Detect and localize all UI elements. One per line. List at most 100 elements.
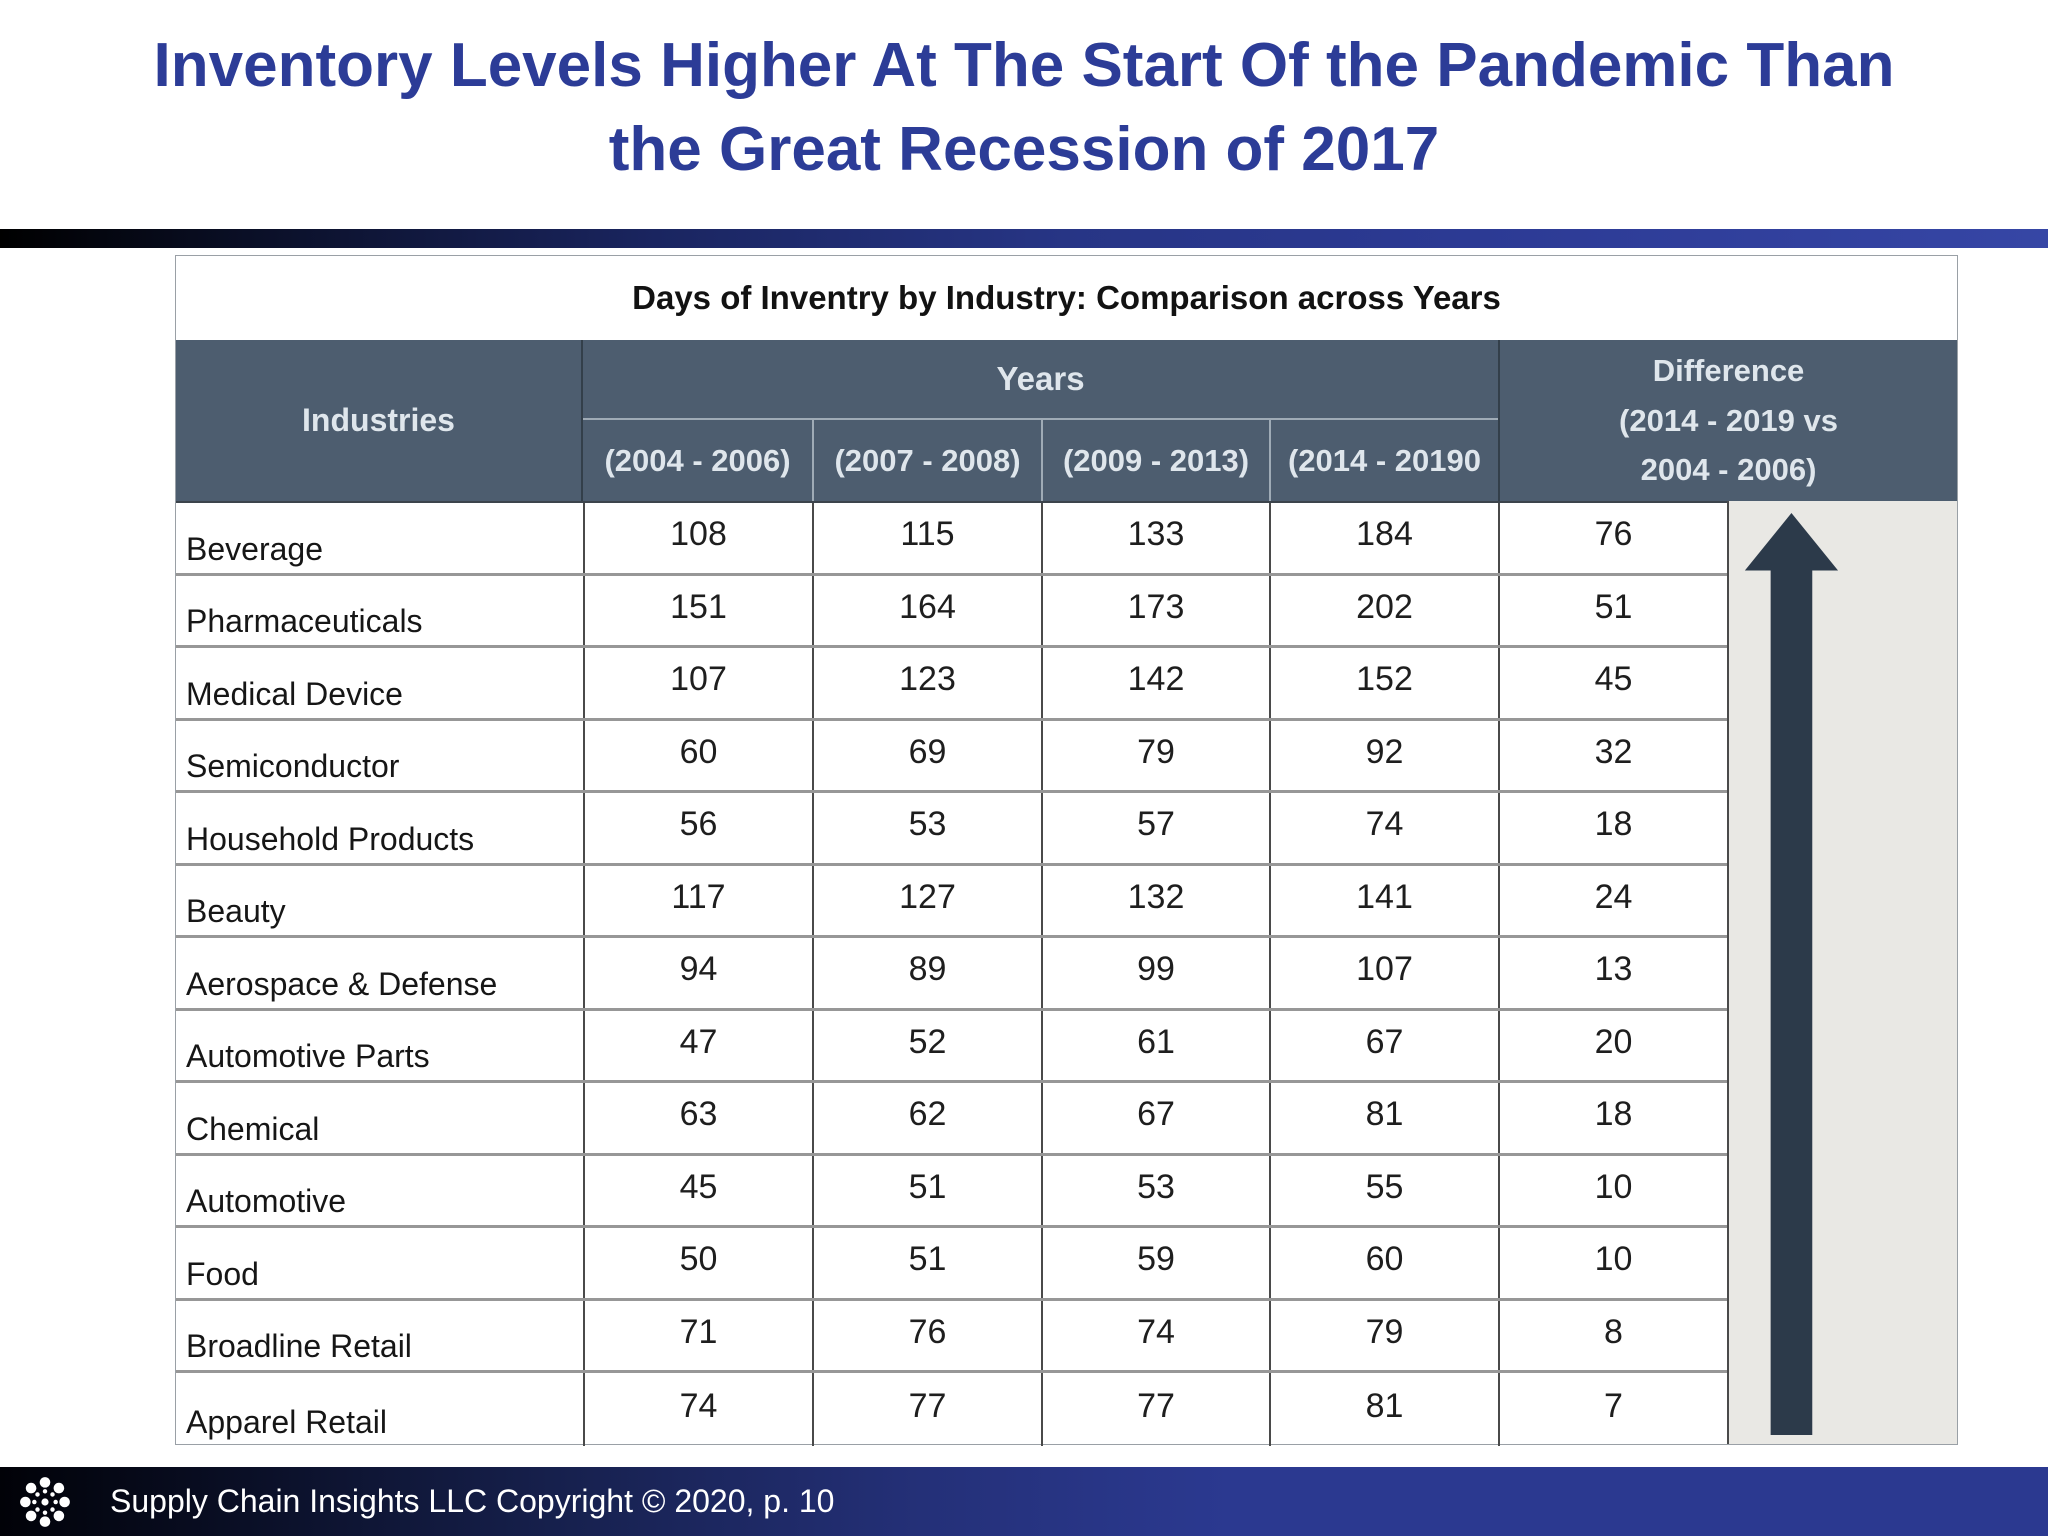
header-difference-line1: Difference (1652, 353, 1805, 389)
value-cell: 45 (583, 1155, 812, 1225)
value-cell: 79 (1041, 720, 1269, 790)
value-cell: 133 (1041, 503, 1269, 573)
value-cell: 89 (812, 938, 1041, 1008)
industry-cell: Medical Device (186, 675, 403, 712)
value-cell: 61 (1041, 1010, 1269, 1080)
value-cell: 77 (1041, 1373, 1269, 1446)
value-cell: 81 (1269, 1083, 1498, 1153)
value-cell: 79 (1269, 1300, 1498, 1370)
value-cell: 173 (1041, 575, 1269, 645)
value-cell: 47 (583, 1010, 812, 1080)
value-cell: 56 (583, 793, 812, 863)
difference-cell: 10 (1498, 1155, 1727, 1225)
value-cell: 62 (812, 1083, 1041, 1153)
difference-cell: 8 (1498, 1300, 1727, 1370)
value-cell: 51 (812, 1155, 1041, 1225)
value-cell: 202 (1269, 575, 1498, 645)
value-cell: 141 (1269, 865, 1498, 935)
difference-cell: 18 (1498, 793, 1727, 863)
table-row: Food 50 51 59 60 10 (176, 1228, 1957, 1301)
value-cell: 52 (812, 1010, 1041, 1080)
table-header: Industries Years (2004 - 2006) (2007 - 2… (176, 340, 1957, 503)
inventory-table: Days of Inventry by Industry: Comparison… (175, 255, 1958, 1446)
value-cell: 94 (583, 938, 812, 1008)
value-cell: 132 (1041, 865, 1269, 935)
page-title-line1: Inventory Levels Higher At The Start Of … (153, 31, 1895, 100)
value-cell: 63 (583, 1083, 812, 1153)
table-body: Beverage 108 115 133 184 76 Pharmaceuticals 151… (176, 503, 1957, 1446)
header-year-col-2014-2019: (2014 - 20190 (1269, 418, 1498, 501)
table-row: Chemical 63 62 67 81 18 (176, 1083, 1957, 1156)
value-cell: 60 (1269, 1228, 1498, 1298)
value-cell: 81 (1269, 1373, 1498, 1446)
header-year-col-2007-2008: (2007 - 2008) (812, 418, 1041, 501)
industry-cell: Beverage (186, 530, 323, 567)
header-difference-line2: (2014 - 2019 vs (1619, 402, 1838, 438)
industry-cell: Automotive (186, 1183, 347, 1219)
difference-cell: 7 (1498, 1373, 1727, 1446)
value-cell: 51 (812, 1228, 1041, 1298)
industry-cell: Household Products (186, 820, 475, 857)
table-row: Aerospace & Defense 94 89 99 107 13 (176, 938, 1957, 1011)
value-cell: 74 (1269, 793, 1498, 863)
header-year-col-2009-2013: (2009 - 2013) (1041, 418, 1269, 501)
value-cell: 71 (583, 1300, 812, 1370)
value-cell: 115 (812, 503, 1041, 573)
footer-text: Supply Chain Insights LLC Copyright © 20… (110, 1483, 835, 1519)
industry-cell: Apparel Retail (186, 1403, 387, 1440)
table-row: Beverage 108 115 133 184 76 (176, 503, 1957, 576)
header-industries: Industries (176, 340, 583, 501)
industry-cell: Automotive Parts (186, 1038, 430, 1074)
value-cell: 142 (1041, 648, 1269, 718)
header-years-group: Years (996, 360, 1085, 397)
table-row: Apparel Retail 74 77 77 81 7 (176, 1373, 1957, 1446)
value-cell: 77 (812, 1373, 1041, 1446)
header-difference-line3: 2004 - 2006) (1640, 452, 1817, 488)
up-arrow-icon (1744, 513, 1839, 1435)
value-cell: 69 (812, 720, 1041, 790)
value-cell: 123 (812, 648, 1041, 718)
value-cell: 184 (1269, 503, 1498, 573)
value-cell: 107 (1269, 938, 1498, 1008)
industry-cell: Pharmaceuticals (186, 603, 423, 639)
table-row: Medical Device 107 123 142 152 45 (176, 648, 1957, 721)
title-divider-bar (0, 229, 2048, 248)
difference-cell: 10 (1498, 1228, 1727, 1298)
table-row: Beauty 117 127 132 141 24 (176, 865, 1957, 938)
header-difference: Difference (2014 - 2019 vs 2004 - 2006) (1498, 340, 1957, 501)
value-cell: 50 (583, 1228, 812, 1298)
value-cell: 67 (1041, 1083, 1269, 1153)
value-cell: 92 (1269, 720, 1498, 790)
value-cell: 151 (583, 575, 812, 645)
supply-chain-insights-logo (20, 1476, 70, 1527)
industry-cell: Chemical (186, 1110, 320, 1147)
difference-cell: 51 (1498, 575, 1727, 645)
value-cell: 76 (812, 1300, 1041, 1370)
value-cell: 53 (1041, 1155, 1269, 1225)
value-cell: 152 (1269, 648, 1498, 718)
table-row: Semiconductor 60 69 79 92 32 (176, 720, 1957, 793)
difference-cell: 32 (1498, 720, 1727, 790)
value-cell: 117 (583, 865, 812, 935)
arrow-panel (1727, 501, 1957, 1444)
difference-cell: 18 (1498, 1083, 1727, 1153)
footer-bar: Supply Chain Insights LLC Copyright © 20… (0, 1467, 2048, 1536)
value-cell: 67 (1269, 1010, 1498, 1080)
difference-cell: 13 (1498, 938, 1727, 1008)
table-row: Household Products 56 53 57 74 18 (176, 793, 1957, 866)
value-cell: 164 (812, 575, 1041, 645)
value-cell: 74 (1041, 1300, 1269, 1370)
value-cell: 55 (1269, 1155, 1498, 1225)
table-row: Pharmaceuticals 151 164 173 202 51 (176, 575, 1957, 648)
industry-cell: Aerospace & Defense (186, 965, 498, 1002)
table-caption: Days of Inventry by Industry: Comparison… (632, 279, 1501, 316)
value-cell: 107 (583, 648, 812, 718)
difference-cell: 76 (1498, 503, 1727, 573)
value-cell: 59 (1041, 1228, 1269, 1298)
industry-cell: Broadline Retail (186, 1328, 412, 1364)
industry-cell: Food (186, 1255, 259, 1292)
value-cell: 53 (812, 793, 1041, 863)
value-cell: 127 (812, 865, 1041, 935)
industry-cell: Beauty (186, 893, 286, 929)
